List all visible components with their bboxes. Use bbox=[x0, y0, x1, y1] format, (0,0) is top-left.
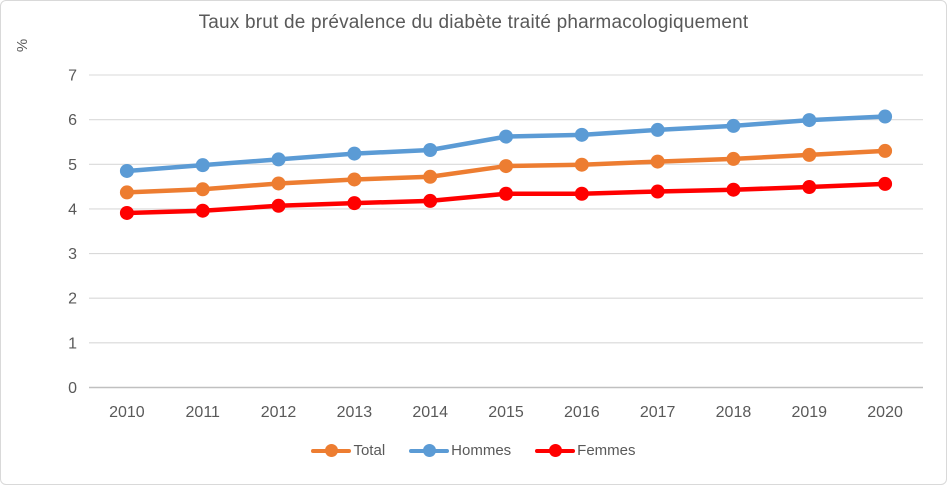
x-tick-label-2017: 2017 bbox=[640, 404, 676, 421]
legend-dot-hommes bbox=[422, 444, 436, 457]
data-point-hommes-2012 bbox=[271, 152, 286, 167]
data-point-hommes-2011 bbox=[195, 158, 210, 173]
data-point-total-2014 bbox=[423, 169, 438, 184]
data-point-hommes-2017 bbox=[650, 122, 665, 137]
legend-item-hommes: Hommes bbox=[409, 442, 511, 459]
data-point-hommes-2020 bbox=[878, 109, 893, 124]
legend-item-femmes: Femmes bbox=[535, 442, 636, 459]
data-point-total-2012 bbox=[271, 176, 286, 191]
x-tick-label-2014: 2014 bbox=[412, 404, 448, 421]
data-point-total-2015 bbox=[499, 159, 513, 174]
data-point-total-2016 bbox=[574, 157, 589, 172]
data-point-femmes-2018 bbox=[726, 182, 741, 197]
y-tick-label-6: 6 bbox=[68, 112, 77, 129]
data-point-femmes-2015 bbox=[499, 186, 513, 201]
data-point-femmes-2019 bbox=[802, 180, 817, 195]
x-tick-label-2020: 2020 bbox=[867, 404, 903, 421]
data-point-femmes-2017 bbox=[650, 184, 665, 199]
data-point-total-2020 bbox=[878, 143, 893, 158]
data-point-total-2019 bbox=[802, 147, 817, 162]
legend-marker-total-icon bbox=[311, 444, 352, 458]
data-point-total-2018 bbox=[726, 151, 741, 166]
x-tick-label-2015: 2015 bbox=[488, 404, 524, 421]
data-point-femmes-2013 bbox=[347, 196, 362, 211]
x-tick-label-2019: 2019 bbox=[791, 404, 827, 421]
data-point-femmes-2014 bbox=[423, 193, 438, 208]
data-point-hommes-2018 bbox=[726, 118, 741, 133]
data-point-hommes-2010 bbox=[119, 163, 134, 178]
y-tick-label-4: 4 bbox=[68, 201, 77, 218]
y-tick-label-3: 3 bbox=[68, 246, 77, 263]
data-point-hommes-2014 bbox=[423, 143, 438, 157]
x-tick-label-2013: 2013 bbox=[337, 404, 373, 421]
legend-marker-femmes-icon bbox=[535, 444, 576, 458]
data-point-total-2010 bbox=[119, 185, 134, 200]
legend-label-femmes: Femmes bbox=[577, 442, 636, 459]
data-point-femmes-2012 bbox=[271, 198, 286, 213]
legend-marker-hommes-icon bbox=[409, 444, 450, 458]
y-tick-label-0: 0 bbox=[68, 380, 77, 397]
data-point-total-2013 bbox=[347, 172, 362, 187]
x-tick-label-2010: 2010 bbox=[109, 404, 145, 421]
data-point-femmes-2010 bbox=[119, 205, 134, 220]
data-point-hommes-2015 bbox=[499, 129, 513, 144]
x-tick-label-2011: 2011 bbox=[186, 404, 221, 421]
legend-dot-total bbox=[324, 444, 338, 457]
legend-item-total: Total bbox=[311, 442, 385, 459]
data-point-femmes-2016 bbox=[574, 186, 589, 201]
data-point-hommes-2016 bbox=[574, 127, 589, 142]
x-tick-label-2018: 2018 bbox=[716, 404, 752, 421]
y-tick-label-7: 7 bbox=[68, 68, 77, 85]
legend-dot-femmes bbox=[548, 444, 562, 457]
data-point-femmes-2011 bbox=[195, 203, 210, 218]
data-point-hommes-2013 bbox=[347, 146, 362, 161]
legend-label-hommes: Hommes bbox=[451, 442, 512, 459]
x-tick-label-2012: 2012 bbox=[261, 404, 297, 421]
y-tick-label-5: 5 bbox=[68, 157, 77, 174]
x-tick-label-2016: 2016 bbox=[564, 404, 600, 421]
y-tick-label-2: 2 bbox=[68, 291, 77, 308]
chart-title: Taux brut de prévalence du diabète trait… bbox=[198, 12, 749, 33]
data-point-total-2011 bbox=[195, 182, 210, 197]
legend: Total Hommes Femmes bbox=[1, 442, 946, 459]
legend-label-total: Total bbox=[353, 442, 386, 459]
y-tick-label-1: 1 bbox=[68, 335, 77, 352]
data-point-total-2017 bbox=[650, 154, 665, 169]
data-point-hommes-2019 bbox=[802, 113, 817, 128]
data-point-femmes-2020 bbox=[878, 176, 893, 191]
